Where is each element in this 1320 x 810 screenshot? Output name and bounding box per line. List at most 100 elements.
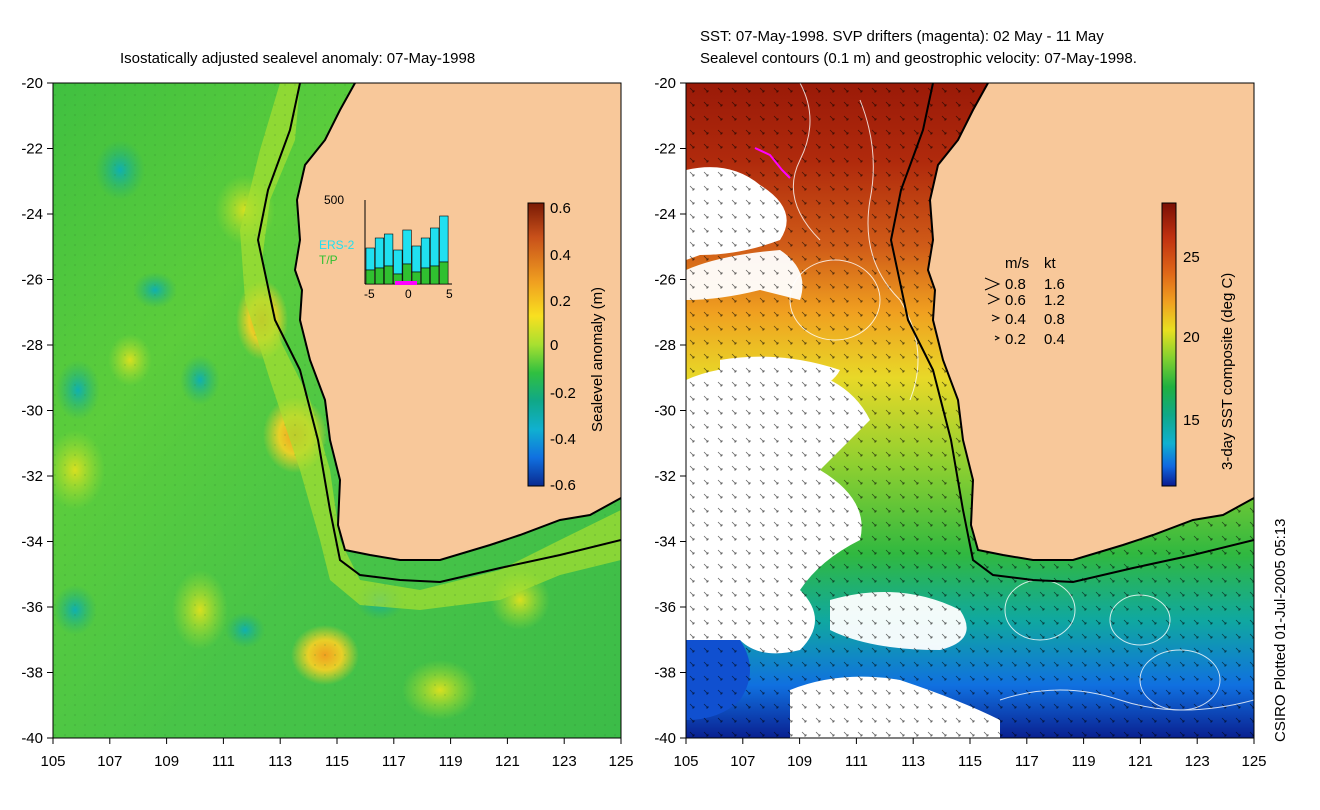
- left-map: [53, 83, 621, 738]
- y-tick-label: -36: [21, 599, 43, 616]
- y-tick-label: -32: [654, 468, 676, 485]
- x-tick-label: 107: [730, 753, 755, 770]
- plot-credit: CSIRO Plotted 01-Jul-2005 05:13: [1272, 518, 1289, 742]
- y-tick-label: -32: [21, 468, 43, 485]
- y-tick-label: -20: [21, 75, 43, 92]
- x-tick-label: 105: [40, 753, 65, 770]
- left-inset-chart: 500 ERS-2 T/P -5 0 5: [319, 193, 453, 301]
- y-tick-label: -40: [654, 730, 676, 747]
- y-tick-label: -36: [654, 599, 676, 616]
- velocity-legend-value: 1.2: [1044, 292, 1065, 309]
- left-cbar-tick: 0.2: [550, 293, 571, 310]
- left-cbar-tick: -0.2: [550, 385, 576, 402]
- x-tick-label: 119: [1072, 753, 1096, 770]
- inset-y-label: 500: [324, 193, 344, 207]
- inset-legend-ers2: ERS-2: [319, 238, 355, 252]
- inset-bar-ers2: [402, 229, 412, 265]
- x-tick-label: 115: [325, 753, 349, 770]
- inset-bar-ers2: [420, 237, 431, 269]
- y-tick-label: -34: [654, 534, 676, 551]
- x-tick-label: 117: [1015, 753, 1039, 770]
- x-tick-label: 115: [958, 753, 982, 770]
- inset-bar-tp: [430, 265, 440, 285]
- y-tick-label: -24: [654, 206, 676, 223]
- y-tick-label: -22: [21, 141, 43, 158]
- y-tick-label: -28: [21, 337, 43, 354]
- right-colorbar: 25 20 15 3-day SST composite (deg C): [1161, 202, 1236, 487]
- x-tick-label: 119: [439, 753, 463, 770]
- left-cbar-tick: 0: [550, 337, 558, 354]
- velocity-legend: m/s kt 0.8 1.6 0.6 1.2 0.4 0.8 0.2 0.4: [984, 255, 1065, 348]
- x-tick-label: 125: [608, 753, 633, 770]
- right-y-axis: -20 -22 -24 -26 -28 -30 -32 -34 -36 -38 -40: [654, 75, 686, 747]
- inset-legend-tp: T/P: [319, 253, 338, 267]
- x-tick-label: 111: [212, 753, 235, 770]
- inset-bar-tp: [384, 265, 394, 285]
- inset-xtick: -5: [364, 287, 375, 301]
- velocity-legend-value: 0.4: [1044, 331, 1065, 348]
- left-cbar-tick: 0.4: [550, 247, 571, 264]
- velocity-arrow-icon: [984, 277, 1001, 291]
- x-tick-label: 123: [1185, 753, 1210, 770]
- y-tick-label: -26: [654, 272, 676, 289]
- velocity-arrow-icon: [991, 314, 1001, 322]
- inset-highlight: [395, 281, 417, 285]
- left-cbar-tick: -0.6: [550, 477, 576, 494]
- inset-bar-ers2: [439, 215, 449, 263]
- left-colorbar-label: Sealevel anomaly (m): [589, 287, 606, 432]
- right-cbar-tick: 25: [1183, 249, 1200, 266]
- y-tick-label: -26: [21, 272, 43, 289]
- velocity-legend-value: 0.8: [1005, 276, 1026, 293]
- velocity-legend-value: 0.2: [1005, 331, 1026, 348]
- left-cbar-tick: 0.6: [550, 200, 571, 217]
- inset-bar-tp: [439, 261, 449, 285]
- y-tick-label: -30: [21, 403, 43, 420]
- right-colorbar-ramp: [1161, 202, 1177, 487]
- inset-bar-ers2: [365, 247, 375, 271]
- x-tick-label: 107: [97, 753, 122, 770]
- y-tick-label: -38: [21, 665, 43, 682]
- y-tick-label: -22: [654, 141, 676, 158]
- x-tick-label: 109: [154, 753, 179, 770]
- velocity-arrow-icon: [987, 293, 1001, 305]
- inset-bar-tp: [420, 267, 431, 285]
- y-tick-label: -40: [21, 730, 43, 747]
- inset-bar-ers2: [374, 237, 385, 269]
- x-tick-label: 123: [552, 753, 577, 770]
- x-tick-label: 117: [382, 753, 406, 770]
- inset-bar-ers2: [384, 233, 394, 267]
- drifter-track: [754, 147, 791, 179]
- y-tick-label: -24: [21, 206, 43, 223]
- velocity-legend-value: 0.6: [1005, 292, 1026, 309]
- right-colorbar-label: 3-day SST composite (deg C): [1219, 273, 1236, 470]
- inset-bar-ers2: [411, 245, 421, 273]
- inset-bar-tp: [365, 269, 375, 285]
- velocity-legend-value: 0.8: [1044, 311, 1065, 328]
- right-cbar-tick: 15: [1183, 412, 1200, 429]
- velocity-legend-header-kt: kt: [1044, 255, 1057, 272]
- right-map: [686, 83, 1254, 738]
- x-tick-label: 121: [1128, 753, 1153, 770]
- left-cbar-tick: -0.4: [550, 431, 576, 448]
- right-panel-title-line1: SST: 07-May-1998. SVP drifters (magenta)…: [700, 28, 1104, 45]
- x-tick-label: 113: [901, 753, 925, 770]
- y-tick-label: -38: [654, 665, 676, 682]
- left-colorbar-ramp: [527, 202, 545, 487]
- x-tick-label: 111: [845, 753, 868, 770]
- right-panel-title-line2: Sealevel contours (0.1 m) and geostrophi…: [700, 50, 1137, 67]
- x-tick-label: 109: [787, 753, 812, 770]
- inset-bar-tp: [374, 267, 385, 285]
- velocity-legend-header-ms: m/s: [1005, 255, 1029, 272]
- y-tick-label: -34: [21, 534, 43, 551]
- x-tick-label: 113: [268, 753, 292, 770]
- right-cbar-tick: 20: [1183, 329, 1200, 346]
- x-tick-label: 125: [1241, 753, 1266, 770]
- velocity-legend-value: 1.6: [1044, 276, 1065, 293]
- left-panel-title: Isostatically adjusted sealevel anomaly:…: [120, 50, 476, 67]
- y-tick-label: -28: [654, 337, 676, 354]
- inset-xtick: 0: [405, 287, 412, 301]
- velocity-legend-value: 0.4: [1005, 311, 1026, 328]
- x-tick-label: 105: [673, 753, 698, 770]
- left-y-axis: -20 -22 -24 -26 -28 -30 -32 -34 -36 -38 -40: [21, 75, 53, 747]
